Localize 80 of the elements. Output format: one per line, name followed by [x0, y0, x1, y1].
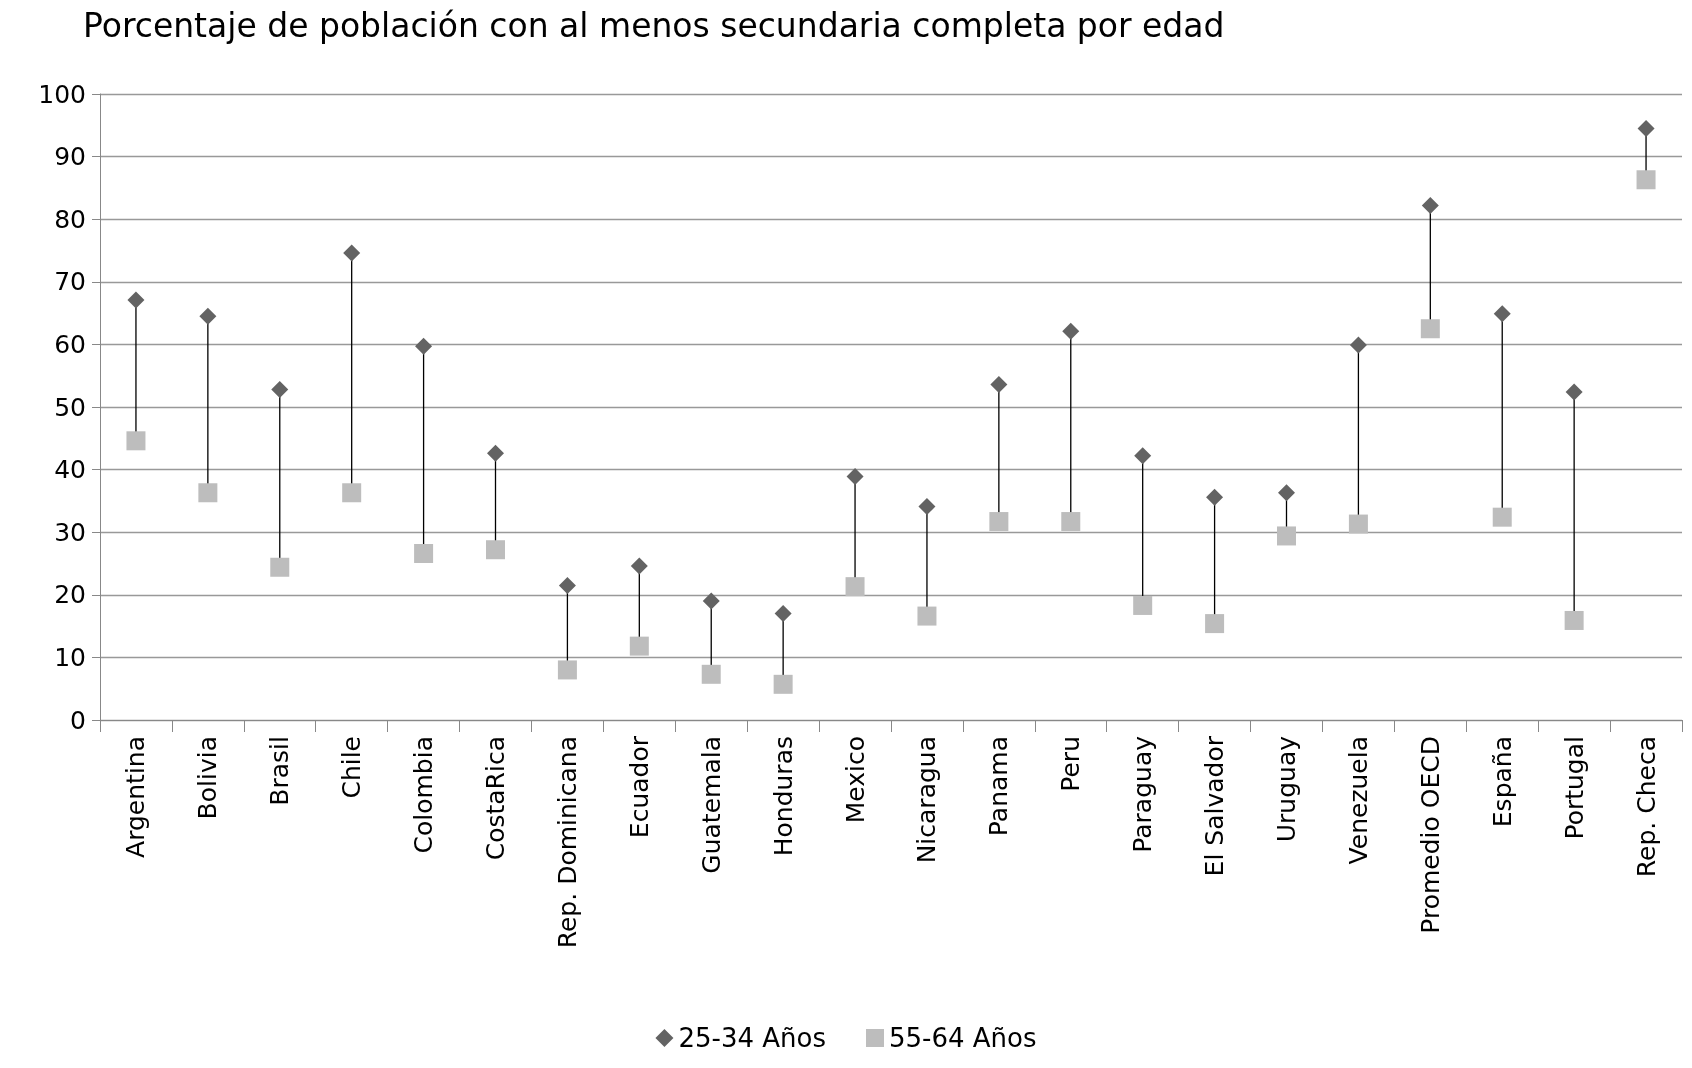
x-tick-label: Mexico	[840, 736, 870, 824]
x-tick-label: Honduras	[768, 736, 798, 857]
x-tick-label: Peru	[1056, 736, 1086, 792]
point	[1277, 526, 1296, 546]
point	[774, 605, 792, 623]
point	[1134, 447, 1152, 465]
x-tick-label: Rep. Checa	[1631, 736, 1661, 878]
point	[487, 444, 504, 462]
point	[845, 577, 865, 597]
point	[343, 244, 361, 262]
point	[917, 606, 937, 626]
point	[701, 664, 721, 684]
point	[198, 483, 218, 503]
point	[1348, 514, 1368, 534]
x-tick-label: Nicaragua	[912, 736, 942, 864]
point	[630, 557, 648, 575]
y-tick-label: 0	[70, 705, 86, 735]
point	[702, 592, 720, 610]
y-tick-label: 60	[54, 329, 86, 359]
point	[1421, 196, 1439, 214]
x-tick-label: Uruguay	[1272, 735, 1301, 843]
point	[990, 375, 1008, 393]
point	[270, 557, 290, 577]
point	[1278, 484, 1295, 502]
point	[1206, 488, 1224, 506]
x-tick-label: Rep. Dominicana	[552, 736, 582, 949]
y-tick-label: 80	[54, 204, 86, 234]
point	[1493, 305, 1511, 323]
point	[127, 291, 145, 309]
x-tick-label: Portugal	[1559, 736, 1589, 840]
x-tick-label: Panama	[984, 736, 1014, 837]
point	[1565, 383, 1583, 401]
point	[1492, 507, 1512, 527]
x-tick-label: Guatemala	[696, 736, 726, 874]
x-tick-label: Argentina	[121, 736, 151, 858]
x-tick-label: Brasil	[265, 736, 295, 806]
y-tick-label: 50	[54, 392, 86, 422]
y-tick-label: 90	[54, 142, 86, 172]
point	[199, 307, 217, 325]
point	[342, 483, 362, 503]
x-tick-label: Promedio OECD	[1415, 736, 1445, 934]
y-tick-label: 30	[54, 517, 86, 547]
x-tick-label: Ecuador	[624, 735, 654, 839]
x-tick-label: Venezuela	[1343, 736, 1373, 865]
y-tick-label: 100	[38, 79, 86, 109]
legend-label: 55-64 Años	[889, 1023, 1037, 1053]
point	[1420, 319, 1440, 339]
point	[1062, 322, 1080, 340]
x-tick-label: Bolivia	[193, 736, 223, 820]
y-tick-label: 40	[54, 455, 86, 485]
point	[1133, 595, 1153, 615]
point	[918, 498, 936, 516]
point	[126, 431, 146, 451]
point	[989, 512, 1009, 532]
chart-title: Porcentaje de población con al menos secundaria completa por edad	[83, 6, 1225, 45]
point	[414, 543, 434, 563]
x-tick-label: El Salvador	[1200, 735, 1230, 877]
point	[1636, 170, 1656, 190]
point	[1564, 610, 1584, 630]
point	[558, 576, 576, 594]
y-tick-label: 20	[54, 580, 86, 610]
point	[1061, 512, 1081, 532]
point	[1205, 614, 1225, 634]
x-tick-label: CostaRica	[481, 736, 510, 861]
x-tick-label: Colombia	[409, 736, 439, 854]
point	[1637, 119, 1655, 137]
x-tick-label: Paraguay	[1128, 735, 1158, 853]
point	[1349, 336, 1367, 354]
point	[271, 380, 289, 398]
point	[629, 636, 649, 656]
point	[486, 540, 505, 560]
y-tick-label: 10	[54, 642, 86, 672]
x-tick-label: Chile	[337, 736, 367, 799]
point	[846, 467, 864, 485]
point	[557, 660, 577, 680]
legend-label: 25-34 Años	[678, 1023, 827, 1053]
x-tick-label: España	[1487, 736, 1517, 828]
point	[773, 674, 793, 694]
y-tick-label: 70	[54, 267, 86, 297]
point	[415, 337, 433, 355]
